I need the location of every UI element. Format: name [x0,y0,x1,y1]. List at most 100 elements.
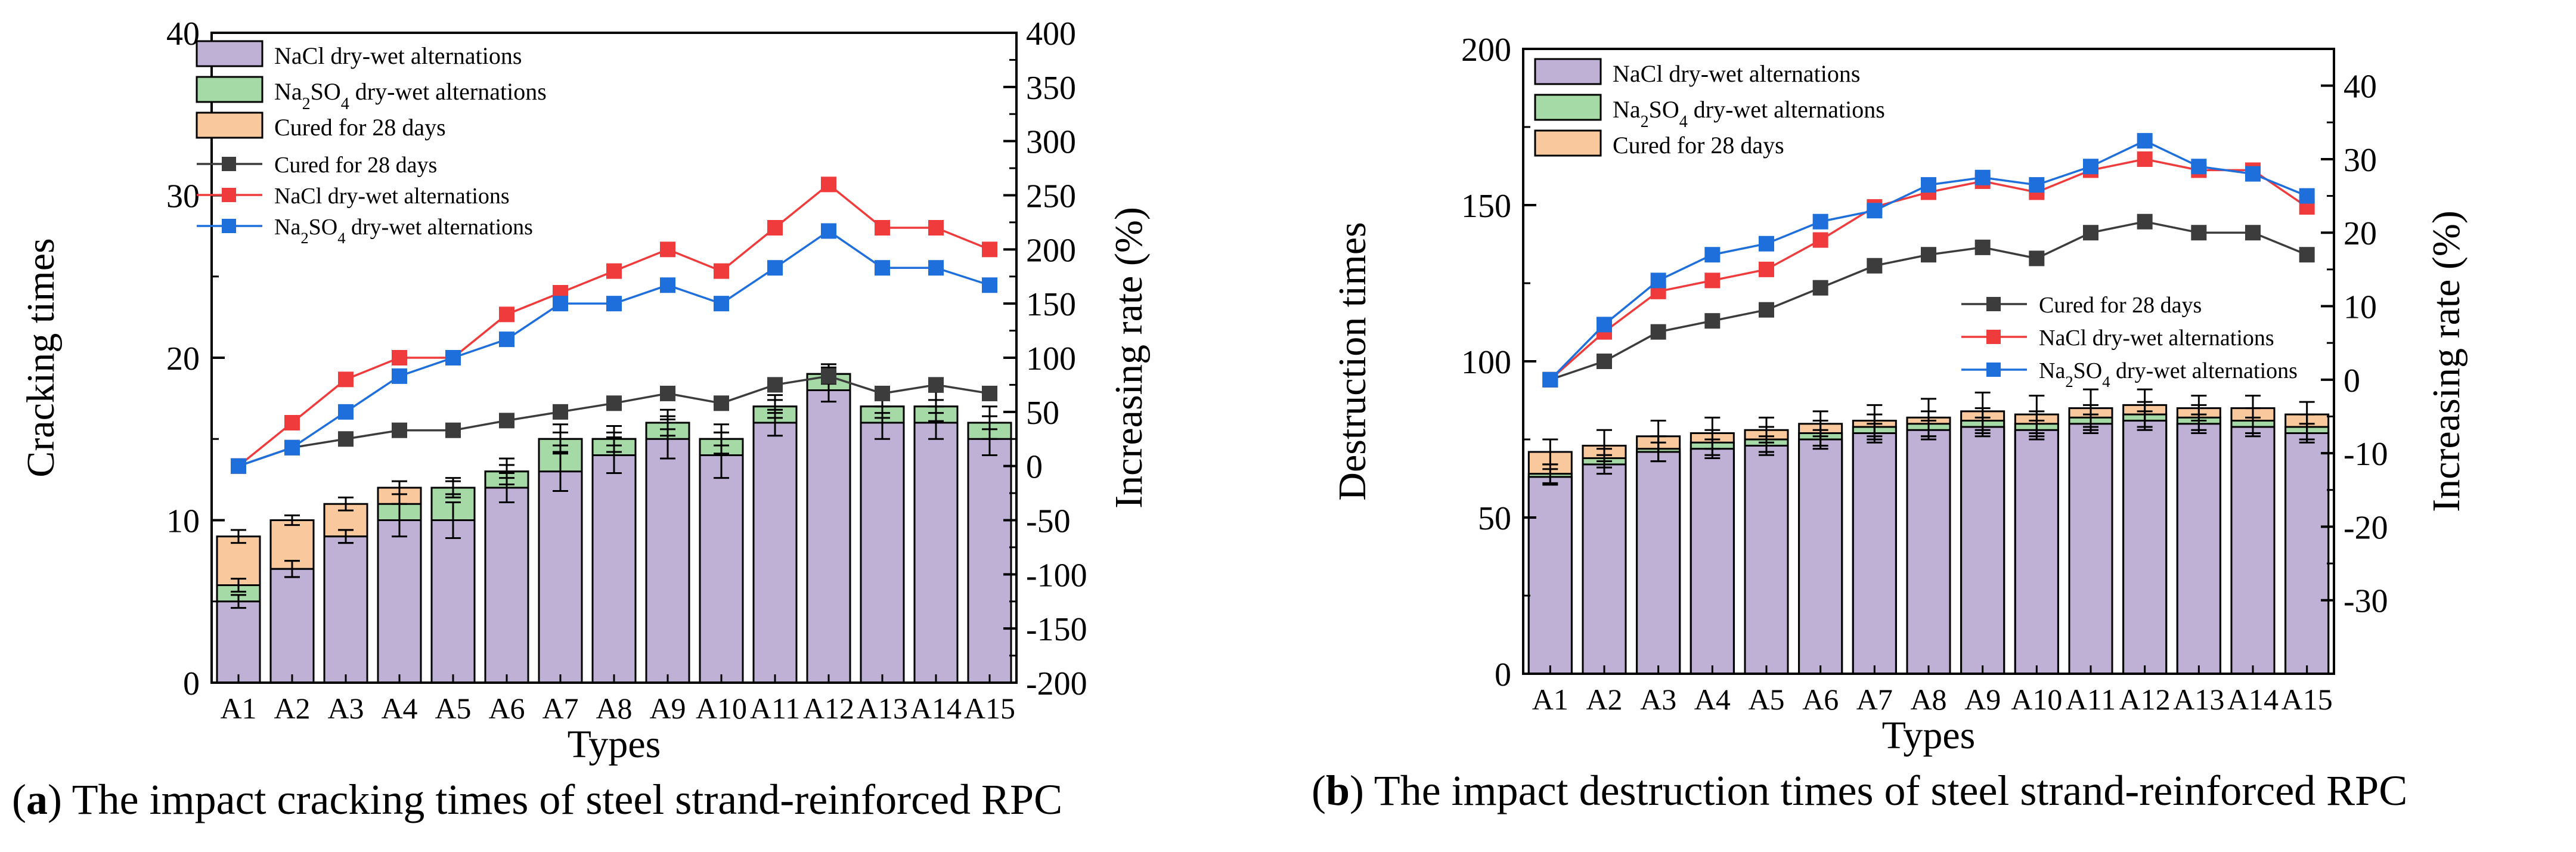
error-bar-cured_bar-A6 [1812,410,1828,438]
legend-label-cured_line-part: Cured for 28 days [274,153,437,178]
error-bar-nacl_bar-A5 [445,501,461,539]
x-tick-label: A3 [1640,683,1676,716]
error-bar-cured_bar-A15 [2299,401,2315,428]
y-axis-label: Cracking times [19,238,63,477]
legend-label-na2so4_line-part: dry-wet alternations [2110,358,2297,383]
error-bar-cured_bar-A14 [2245,395,2261,422]
marker-na2so4_line-A13 [2191,159,2207,175]
bar-nacl_bar-A4 [1690,448,1735,675]
x-axis-label: Types [1882,714,1976,757]
bar-nacl_bar-A7 [1852,432,1897,675]
bar-nacl_bar-A3 [323,535,368,684]
x-axis-label: Types [568,723,661,766]
x-tick-label: A12 [2119,683,2171,716]
marker-cured_line-A2 [1597,354,1612,369]
marker-na2so4_line-A11 [2083,159,2098,175]
marker-nacl_line-A11 [767,220,783,236]
bar-nacl_bar-A2 [1582,463,1627,675]
marker-cured_line-A4 [1704,313,1721,329]
marker-cured_line-A9 [660,385,675,401]
legend-label-na2so4_line-sub: 4 [2102,373,2110,391]
legend-label-cured_bar-part: Cured for 28 days [1613,132,1784,159]
error-bar-cured_bar-A8 [606,431,622,447]
x-tick-label: A2 [1586,683,1622,716]
bar-nacl_bar-A10 [699,454,744,684]
marker-nacl_line-A12 [821,176,836,193]
legend-label-nacl_bar: NaCl dry-wet alternations [1613,60,1860,87]
marker-cured_line-A3 [1650,324,1666,340]
marker-na2so4_line-A5 [1759,236,1774,252]
chart-a: 0 10 20 30 40 -200 -150 -100 -50 0 50 100 150 200 250 3… [19,16,1151,766]
marker-na2so4_line-A14 [928,260,944,276]
right-tick-label: 0 [1026,449,1043,486]
marker-cured_line-A13 [2191,225,2207,241]
marker-nacl_line-A15 [982,241,997,258]
bar-nacl_bar-A15 [2284,432,2330,675]
marker-nacl_line-A9 [660,241,675,258]
marker-na2so4_line-A7 [553,296,568,312]
legend-label-nacl_bar: NaCl dry-wet alternations [274,42,522,69]
marker-cured_line-A10 [714,395,729,411]
marker-na2so4_line-A12 [821,223,836,239]
error-bar-na2so4_bar-A2 [284,560,300,578]
right-tick-label: -200 [1026,665,1087,702]
right-tick-label: 250 [1026,178,1076,215]
marker-cured_line-A6 [499,413,514,429]
error-bar-cured_bar-A7 [553,431,568,447]
marker-cured_line-A4 [392,422,407,438]
legend-label-na2so4_bar-part: Na [274,78,302,105]
legend-label-na2so4_bar-sub: 4 [341,95,349,113]
legend-label-na2so4_bar: Na2SO4 dry-wet alternations [274,78,547,113]
legend-label-na2so4_bar-sub: 2 [1641,113,1649,131]
legend-marker-na2so4_line [1986,363,2001,377]
legend: NaCl dry-wet alternations Na2SO4 dry-wet … [196,40,547,247]
marker-cured_line-A7 [1867,258,1883,274]
left-tick-label: 150 [1461,188,1511,225]
bar-nacl_bar-A15 [967,438,1012,684]
x-tick-label: A10 [696,692,747,725]
marker-na2so4_line-A4 [392,368,407,384]
legend-label-cured_bar-part: Cured for 28 days [274,114,446,141]
x-tick-label: A14 [2227,683,2279,716]
error-bar-cured_bar-A10 [714,431,729,447]
legend-label-na2so4_line: Na2SO4 dry-wet alternations [2039,358,2298,391]
error-bar-cured_bar-A5 [445,480,461,495]
marker-cured_line-A3 [338,431,354,447]
bar-nacl_bar-A14 [913,422,959,684]
marker-na2so4_line-A3 [1650,272,1666,289]
error-bar-cured_bar-A4 [1704,416,1721,450]
legend-swatch-nacl_bar [1534,58,1602,85]
right-tick-label: 10 [2343,289,2377,326]
marker-na2so4_line-A8 [606,296,622,312]
legend-label-na2so4_line-part: Na [274,215,300,240]
error-bar-na2so4_bar-A1 [231,578,246,593]
error-bar-cured_bar-A1 [1542,438,1558,466]
x-tick-label: A5 [435,692,471,725]
x-tick-label: A8 [1910,683,1946,716]
right-tick-label: -150 [1026,611,1087,648]
marker-cured_line-A11 [2083,225,2098,241]
error-bar-cured_bar-A9 [660,415,675,430]
legend-label-na2so4_bar-part: SO [311,78,341,105]
marker-na2so4_line-A9 [660,277,675,293]
error-bar-cured_bar-A1 [231,529,246,544]
marker-nacl_line-A6 [1812,232,1828,248]
error-bar-cured_bar-A9 [1974,391,1991,431]
marker-cured_line-A13 [875,385,890,401]
bar-nacl_bar-A6 [484,487,529,684]
left-tick-label: 0 [1495,656,1511,693]
left-tick-label: 40 [166,16,200,52]
marker-cured_line-A10 [2029,250,2045,267]
x-tick-label: A4 [1694,683,1731,716]
error-bar-cured_bar-A7 [1867,404,1883,438]
marker-nacl_line-A4 [392,350,407,365]
legend-label-na2so4_line: Na2SO4 dry-wet alternations [274,215,533,247]
caption-b-label: b [1325,767,1350,814]
legend-label-nacl_line: NaCl dry-wet alternations [274,184,510,209]
right-tick-label: 20 [2343,215,2377,252]
x-tick-label: A1 [1532,683,1568,716]
legend-label-nacl_bar-part: NaCl dry-wet alternations [274,42,522,69]
marker-na2so4_line-A12 [2137,133,2153,149]
marker-cured_line-A5 [1759,302,1774,318]
marker-na2so4_line-A7 [1867,203,1883,219]
